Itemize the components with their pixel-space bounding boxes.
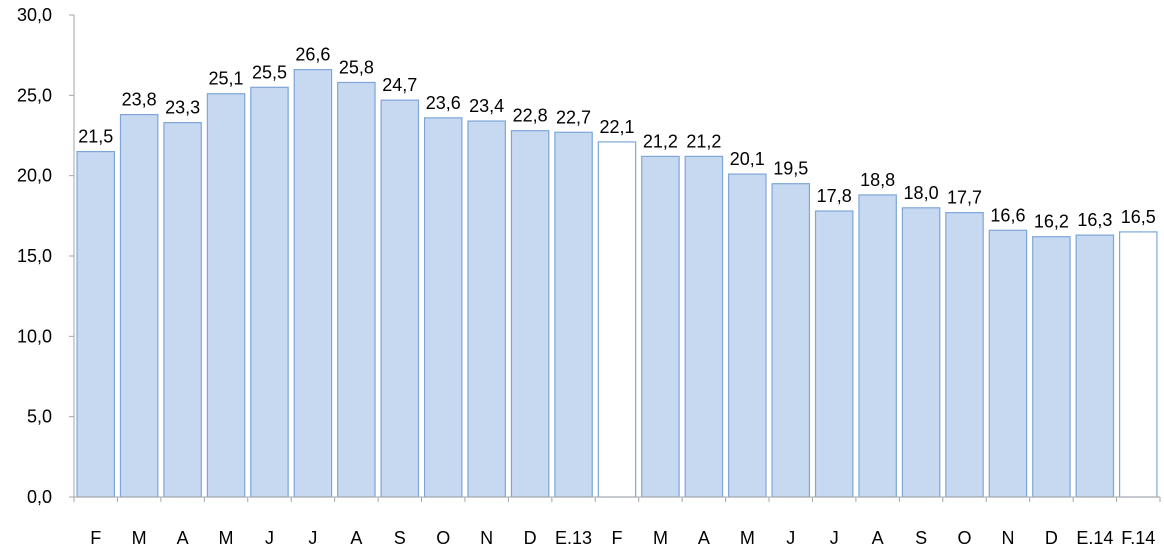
bar — [684, 155, 724, 498]
bar — [1075, 234, 1115, 498]
data-labels: 21,5 23,8 23,3 25,1 25,5 26,6 25,8 24,7 23,6 23,4… — [78, 45, 1156, 232]
bar — [728, 173, 767, 498]
x-tick-label: J — [830, 528, 839, 548]
data-label: 23,8 — [122, 90, 157, 110]
x-tick-label: F — [90, 528, 101, 548]
data-label: 22,1 — [599, 117, 634, 137]
x-tick-label: O — [436, 528, 450, 548]
x-tick-label: A — [350, 528, 362, 548]
x-tick-label: A — [177, 528, 189, 548]
x-tick-label: J — [265, 528, 274, 548]
bar — [1119, 231, 1158, 498]
x-tick-label: M — [740, 528, 755, 548]
data-label: 23,6 — [426, 93, 461, 113]
y-tick-label: 25,0 — [17, 85, 52, 105]
bar — [467, 120, 506, 498]
bar — [597, 141, 637, 498]
bar — [119, 114, 159, 498]
data-label: 16,3 — [1077, 210, 1112, 230]
data-label: 20,1 — [730, 149, 765, 169]
x-tick-label: N — [1001, 528, 1014, 548]
bar — [337, 81, 376, 498]
x-tick-label: N — [480, 528, 493, 548]
bar — [250, 86, 289, 498]
bar — [293, 69, 333, 498]
data-label: 25,1 — [209, 69, 244, 89]
y-tick-label: 15,0 — [17, 246, 52, 266]
x-tick-label: A — [698, 528, 710, 548]
bar — [771, 183, 811, 498]
data-label: 18,0 — [904, 183, 939, 203]
data-label: 25,8 — [339, 57, 374, 77]
y-axis: 0,0 5,0 10,0 15,0 20,0 25,0 30,0 — [17, 5, 75, 507]
bar — [510, 130, 550, 498]
x-tick-label: A — [872, 528, 884, 548]
x-tick-label: D — [524, 528, 537, 548]
y-tick-label: 5,0 — [27, 407, 52, 427]
y-tick-label: 0,0 — [27, 487, 52, 507]
data-label: 22,7 — [556, 107, 591, 127]
bar — [945, 212, 984, 498]
data-label: 21,2 — [686, 131, 721, 151]
bar — [901, 207, 941, 498]
x-axis: F M A M J J A S O N D E.13 F M A M J J A S O N D E.14 F.14 — [73, 496, 1161, 548]
x-tick-label: D — [1045, 528, 1058, 548]
data-label: 18,8 — [860, 170, 895, 190]
data-label: 19,5 — [773, 159, 808, 179]
bar — [380, 99, 420, 498]
data-label: 23,3 — [165, 98, 200, 118]
bars — [76, 69, 1158, 498]
data-label: 21,5 — [78, 127, 113, 147]
x-tick-label: J — [308, 528, 317, 548]
bar — [163, 122, 202, 498]
x-tick-label: O — [958, 528, 972, 548]
x-tick-label: M — [219, 528, 234, 548]
data-label: 25,5 — [252, 62, 287, 82]
bar — [206, 93, 246, 498]
data-label: 16,5 — [1121, 207, 1156, 227]
bar — [76, 150, 115, 498]
x-tick-label: S — [915, 528, 927, 548]
bar — [554, 131, 593, 498]
x-tick-label: F.14 — [1121, 528, 1155, 548]
y-tick-label: 20,0 — [17, 166, 52, 186]
data-label: 26,6 — [295, 45, 330, 65]
bar — [423, 117, 463, 498]
x-tick-label: E.13 — [555, 528, 592, 548]
bar — [641, 155, 680, 498]
x-tick-label: J — [786, 528, 795, 548]
bar — [814, 210, 854, 498]
data-label: 16,2 — [1034, 212, 1069, 232]
data-label: 17,8 — [817, 186, 852, 206]
y-tick-label: 30,0 — [17, 5, 52, 25]
x-tick-label: M — [653, 528, 668, 548]
data-label: 17,7 — [947, 188, 982, 208]
data-label: 21,2 — [643, 131, 678, 151]
bar — [1032, 236, 1071, 498]
data-label: 16,6 — [990, 205, 1025, 225]
x-tick-label: M — [132, 528, 147, 548]
data-label: 23,4 — [469, 96, 504, 116]
bar — [858, 194, 897, 498]
bar — [988, 229, 1028, 498]
data-label: 24,7 — [382, 75, 417, 95]
x-tick-label: F — [612, 528, 623, 548]
x-tick-label: S — [394, 528, 406, 548]
x-tick-label: E.14 — [1076, 528, 1113, 548]
y-tick-label: 10,0 — [17, 326, 52, 346]
data-label: 22,8 — [513, 106, 548, 126]
